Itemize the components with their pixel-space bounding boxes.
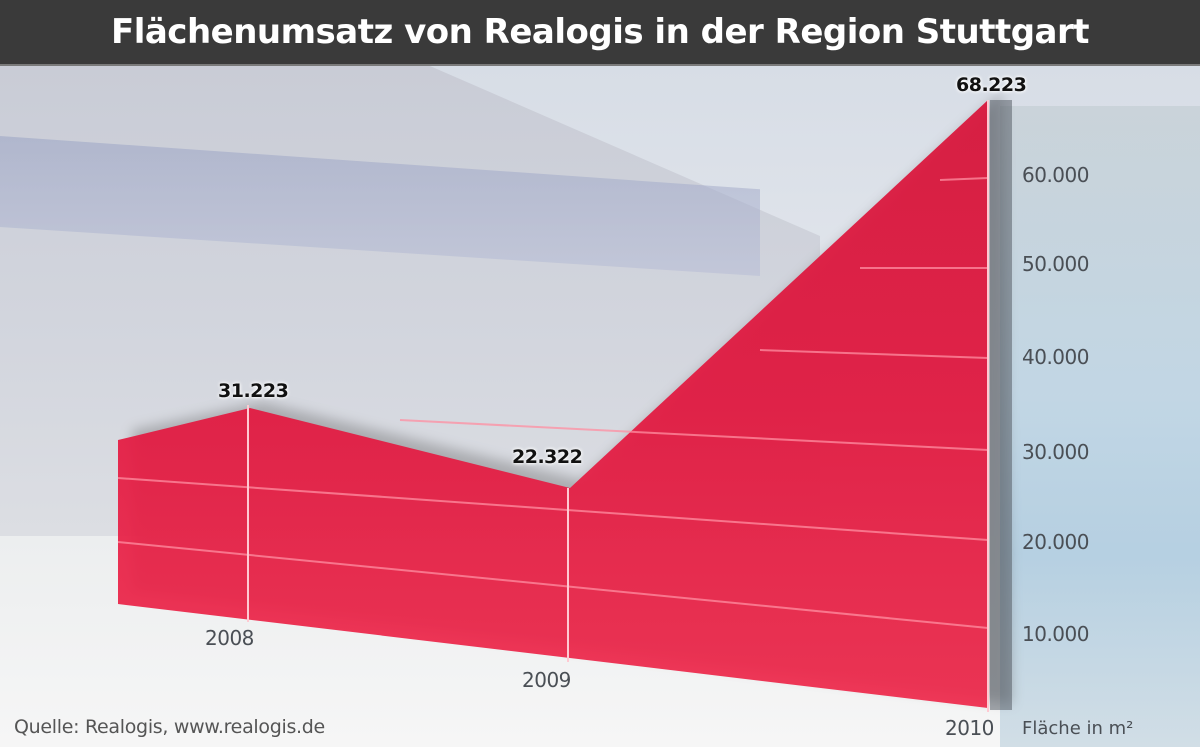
chart-title: Flächenumsatz von Realogis in der Region… — [0, 0, 1200, 66]
y-tick-40000: 40.000 — [1022, 345, 1089, 369]
source-credit: Quelle: Realogis, www.realogis.de — [14, 716, 325, 738]
x-label-2008: 2008 — [205, 626, 254, 650]
truck-image — [1000, 106, 1200, 747]
y-axis-unit-label: Fläche in m² — [1022, 718, 1134, 739]
value-label-2009: 22.322 — [512, 446, 583, 468]
y-tick-50000: 50.000 — [1022, 252, 1089, 276]
x-label-2010: 2010 — [945, 716, 994, 740]
area-series-flaeche — [118, 100, 988, 708]
value-label-2010: 68.223 — [956, 74, 1027, 96]
year-drop-lines — [247, 100, 989, 712]
y-tick-30000: 30.000 — [1022, 440, 1089, 464]
y-tick-10000: 10.000 — [1022, 622, 1089, 646]
y-tick-60000: 60.000 — [1022, 163, 1089, 187]
x-label-2009: 2009 — [522, 668, 571, 692]
y-axis-post — [990, 100, 1012, 710]
value-label-2008: 31.223 — [218, 380, 289, 402]
y-tick-20000: 20.000 — [1022, 530, 1089, 554]
gridlines — [117, 177, 989, 629]
